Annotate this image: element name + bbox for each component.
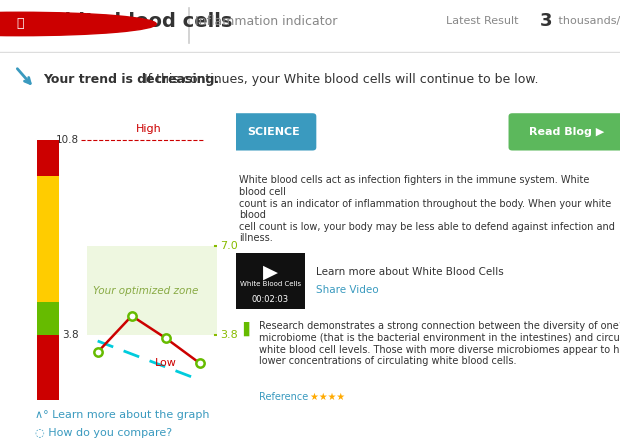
Text: Low: Low xyxy=(155,358,177,368)
Text: Latest Result: Latest Result xyxy=(446,16,523,26)
FancyBboxPatch shape xyxy=(236,253,305,309)
Text: ▶: ▶ xyxy=(263,262,278,281)
Text: ★★★★: ★★★★ xyxy=(307,392,345,402)
Text: Reference: Reference xyxy=(259,392,308,402)
Text: 🔥: 🔥 xyxy=(16,17,24,31)
Text: 10.8: 10.8 xyxy=(56,135,79,145)
Bar xyxy=(37,176,60,246)
Text: Read Blog ▶: Read Blog ▶ xyxy=(529,127,604,137)
Text: High: High xyxy=(136,124,162,135)
Bar xyxy=(37,140,60,176)
Text: 00:02:03: 00:02:03 xyxy=(252,295,289,304)
Bar xyxy=(37,302,60,335)
Text: Learn more about White Blood Cells: Learn more about White Blood Cells xyxy=(316,267,507,277)
Text: SCIENCE: SCIENCE xyxy=(247,127,301,137)
Text: ▌: ▌ xyxy=(243,321,254,336)
FancyBboxPatch shape xyxy=(232,113,316,151)
Text: Your optimized zone: Your optimized zone xyxy=(93,286,198,296)
Text: ◌ How do you compare?: ◌ How do you compare? xyxy=(35,428,172,438)
Text: White blood cells act as infection fighters in the immune system. White blood ce: White blood cells act as infection fight… xyxy=(239,175,615,243)
Bar xyxy=(37,246,60,302)
Text: 3: 3 xyxy=(539,12,552,30)
Text: 3.8: 3.8 xyxy=(62,330,79,341)
Text: Inflammation indicator: Inflammation indicator xyxy=(195,15,338,28)
Text: White Blood Cells: White Blood Cells xyxy=(240,281,301,287)
Bar xyxy=(37,335,60,400)
Text: White blood cells: White blood cells xyxy=(43,12,232,31)
Text: Share Video: Share Video xyxy=(316,285,379,295)
Text: ∧° Learn more about the graph: ∧° Learn more about the graph xyxy=(35,410,210,420)
Text: Research demonstrates a strong connection between the diversity of one’s gut
mic: Research demonstrates a strong connectio… xyxy=(259,321,620,366)
Text: 7.0: 7.0 xyxy=(220,241,238,251)
Text: thousands/uL: thousands/uL xyxy=(555,16,620,26)
Bar xyxy=(37,140,60,246)
Bar xyxy=(87,246,217,335)
FancyBboxPatch shape xyxy=(508,113,620,151)
Text: 3.8: 3.8 xyxy=(220,330,238,341)
Text: If this continues, your White blood cells will continue to be low.: If this continues, your White blood cell… xyxy=(140,73,538,87)
Circle shape xyxy=(0,12,156,36)
Text: Your trend is decreasing.: Your trend is decreasing. xyxy=(43,73,219,87)
